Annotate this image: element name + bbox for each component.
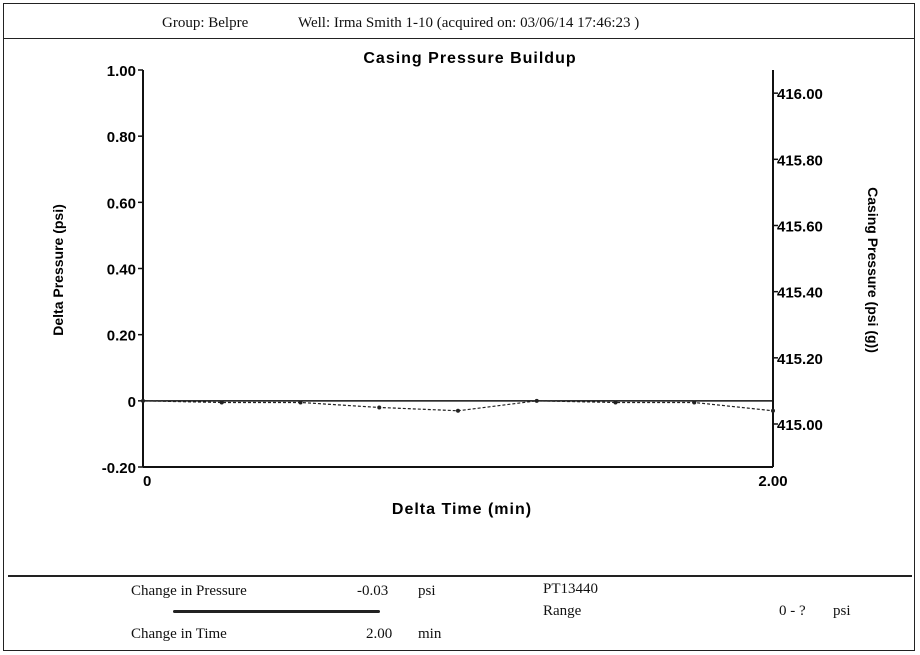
data-point bbox=[692, 400, 697, 405]
gauge-id: PT13440 bbox=[543, 581, 599, 597]
report-frame bbox=[3, 3, 915, 651]
y-tick-label: 0.60 bbox=[107, 195, 136, 212]
range-value: 0 - ? bbox=[779, 603, 806, 619]
y2-tick-label: 415.80 bbox=[777, 152, 823, 169]
pressure-chart: Casing Pressure Buildup 1.00 0.80 0.60 0.40… bbox=[50, 50, 881, 518]
right-axis: 416.00 415.80 415.60 415.40 415.20 415.00 bbox=[773, 86, 823, 434]
y2-tick-label: 415.20 bbox=[777, 351, 823, 368]
data-point bbox=[298, 400, 303, 405]
range-unit: psi bbox=[833, 603, 851, 619]
y-tick-label: 1.00 bbox=[107, 63, 136, 80]
y2-tick-label: 415.00 bbox=[777, 417, 823, 434]
y2-tick-label: 415.40 bbox=[777, 285, 823, 302]
data-point bbox=[534, 398, 539, 403]
data-point bbox=[771, 408, 775, 413]
left-axis: 1.00 0.80 0.60 0.40 0.20 0 -0.20 bbox=[102, 63, 143, 477]
change-pressure-value: -0.03 bbox=[357, 583, 389, 599]
y-tick-label: 0.40 bbox=[107, 262, 136, 279]
footer-divider bbox=[8, 575, 912, 577]
header-divider bbox=[3, 38, 915, 39]
footer-separator bbox=[173, 610, 380, 613]
x-axis-label: Delta Time (min) bbox=[392, 501, 532, 518]
change-pressure-label: Change in Pressure bbox=[131, 583, 247, 599]
data-point bbox=[377, 405, 382, 410]
range-label: Range bbox=[543, 603, 582, 619]
x-axis: 0 2.00 bbox=[143, 473, 788, 490]
chart-title: Casing Pressure Buildup bbox=[363, 50, 576, 67]
change-time-value: 2.00 bbox=[366, 626, 393, 642]
data-point bbox=[613, 400, 618, 405]
change-pressure-unit: psi bbox=[418, 583, 436, 599]
y-axis-label: Delta Pressure (psi) bbox=[50, 204, 66, 336]
plot-area bbox=[142, 70, 774, 468]
y-tick-label: 0.80 bbox=[107, 129, 136, 146]
y-tick-label: -0.20 bbox=[102, 460, 136, 477]
y-tick-label: 0 bbox=[128, 394, 136, 411]
x-tick-label: 0 bbox=[143, 473, 151, 490]
y2-tick-label: 415.60 bbox=[777, 218, 823, 235]
change-time-unit: min bbox=[418, 626, 442, 642]
change-time-label: Change in Time bbox=[131, 626, 227, 642]
data-point bbox=[141, 398, 145, 403]
well-label: Well: Irma Smith 1-10 (acquired on: 03/0… bbox=[298, 15, 640, 31]
series-layer bbox=[141, 398, 775, 413]
y2-tick-label: 416.00 bbox=[777, 86, 823, 103]
data-point bbox=[219, 400, 224, 405]
y2-axis-label: Casing Pressure (psi (g)) bbox=[865, 187, 881, 353]
x-tick-label: 2.00 bbox=[758, 473, 787, 490]
group-label: Group: Belpre bbox=[162, 15, 249, 31]
data-point bbox=[456, 408, 460, 413]
y-tick-label: 0.20 bbox=[107, 328, 136, 345]
